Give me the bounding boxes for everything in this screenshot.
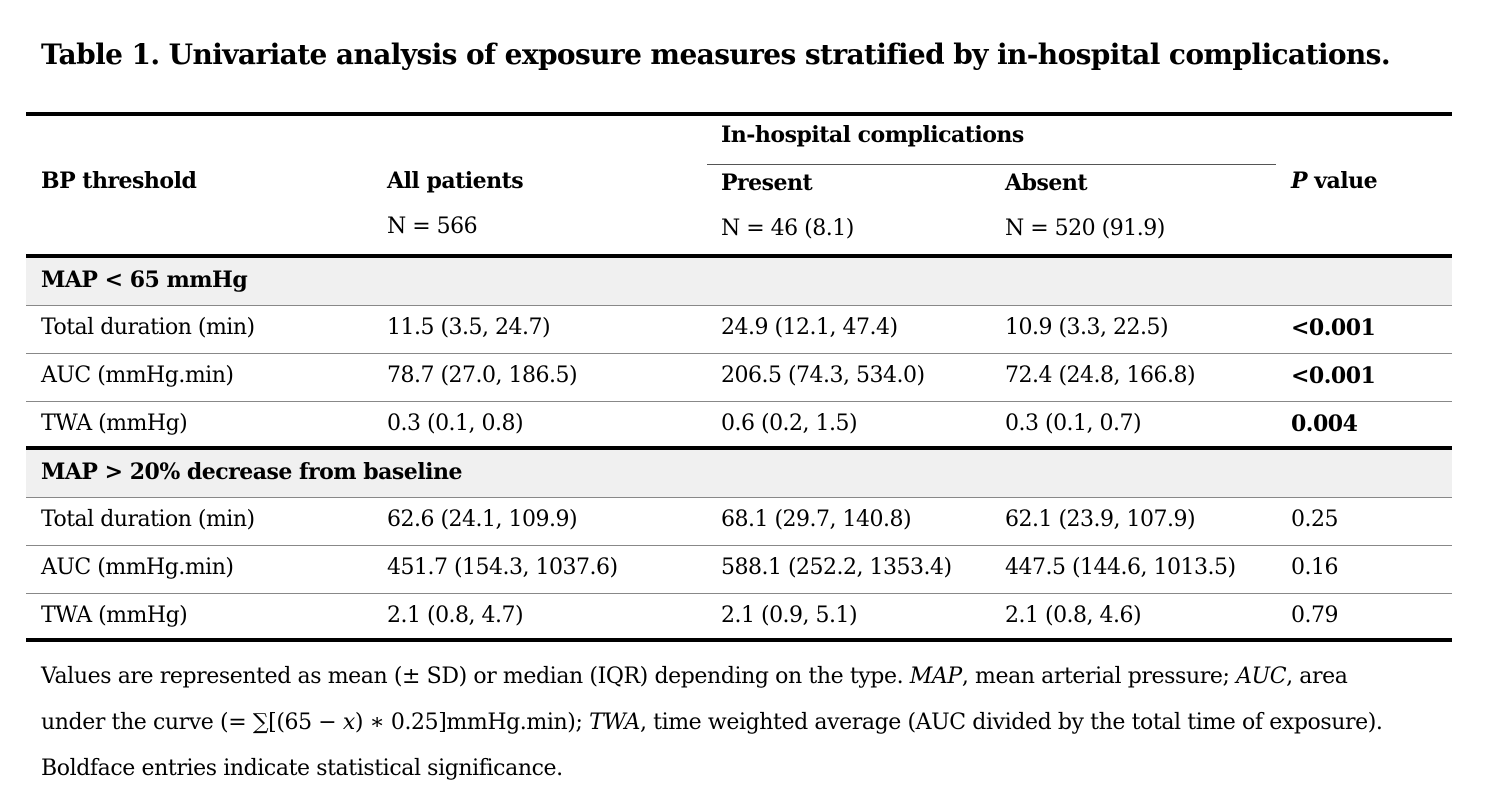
cell-present: 24.9 (12.1, 47.4) bbox=[721, 315, 898, 340]
header-present-n: N = 46 (8.1) bbox=[721, 216, 854, 241]
cell-present: 588.1 (252.2, 1353.4) bbox=[721, 555, 952, 580]
table-row: AUC (mmHg.min) 78.7 (27.0, 186.5) 206.5 … bbox=[26, 354, 1452, 402]
cell-present: 0.6 (0.2, 1.5) bbox=[721, 411, 858, 436]
cell-absent: 2.1 (0.8, 4.6) bbox=[1005, 603, 1142, 628]
header-absent: Absent bbox=[1005, 170, 1088, 196]
table-row: TWA (mmHg) 0.3 (0.1, 0.8) 0.6 (0.2, 1.5)… bbox=[26, 402, 1452, 450]
cell-all: 451.7 (154.3, 1037.6) bbox=[387, 555, 618, 580]
cell-absent: 62.1 (23.9, 107.9) bbox=[1005, 507, 1196, 532]
group-span-rule bbox=[707, 164, 1276, 165]
cell-p-value: 0.25 bbox=[1291, 507, 1338, 532]
table-header: BP threshold All patients N = 566 In-hos… bbox=[26, 112, 1452, 258]
cell-all: 11.5 (3.5, 24.7) bbox=[387, 315, 551, 340]
cell-measure: TWA (mmHg) bbox=[41, 411, 188, 436]
section-title: MAP < 65 mmHg bbox=[41, 267, 248, 293]
cell-all: 0.3 (0.1, 0.8) bbox=[387, 411, 524, 436]
footnote-text: , time weighted average (AUC divided by … bbox=[639, 710, 1383, 735]
cell-absent: 0.3 (0.1, 0.7) bbox=[1005, 411, 1142, 436]
header-p-value: P value bbox=[1291, 168, 1378, 194]
header-present: Present bbox=[721, 170, 813, 196]
footnote-abbr-auc: AUC bbox=[1236, 664, 1287, 689]
table-row: Total duration (min) 11.5 (3.5, 24.7) 24… bbox=[26, 306, 1452, 354]
cell-present: 2.1 (0.9, 5.1) bbox=[721, 603, 858, 628]
cell-measure: Total duration (min) bbox=[41, 507, 255, 532]
footnote-text: , mean arterial pressure; bbox=[961, 664, 1237, 689]
cell-measure: Total duration (min) bbox=[41, 315, 255, 340]
section-title: MAP > 20% decrease from baseline bbox=[41, 459, 462, 485]
cell-p-value: 0.004 bbox=[1291, 411, 1358, 437]
header-all-patients: All patients bbox=[387, 168, 524, 194]
cell-absent: 72.4 (24.8, 166.8) bbox=[1005, 363, 1196, 388]
table-row: TWA (mmHg) 2.1 (0.8, 4.7) 2.1 (0.9, 5.1)… bbox=[26, 594, 1452, 642]
cell-measure: AUC (mmHg.min) bbox=[41, 363, 234, 388]
header-absent-n: N = 520 (91.9) bbox=[1005, 216, 1165, 241]
footnote-line: Values are represented as mean (± SD) or… bbox=[41, 654, 1461, 700]
footnote-text: under the curve (= ∑[(65 − 𝑥) ∗ 0.25]mmH… bbox=[41, 710, 590, 735]
cell-present: 68.1 (29.7, 140.8) bbox=[721, 507, 912, 532]
header-p-rest: value bbox=[1307, 168, 1378, 194]
section-row: MAP < 65 mmHg bbox=[26, 258, 1452, 306]
results-table: BP threshold All patients N = 566 In-hos… bbox=[26, 112, 1452, 642]
cell-measure: TWA (mmHg) bbox=[41, 603, 188, 628]
footnote-text: , area bbox=[1286, 664, 1348, 689]
header-complications-group: In-hospital complications bbox=[721, 122, 1024, 148]
cell-absent: 447.5 (144.6, 1013.5) bbox=[1005, 555, 1236, 580]
table-caption: Table 1. Univariate analysis of exposure… bbox=[41, 38, 1391, 71]
header-all-patients-n: N = 566 bbox=[387, 214, 478, 239]
cell-absent: 10.9 (3.3, 22.5) bbox=[1005, 315, 1169, 340]
cell-p-value: 0.79 bbox=[1291, 603, 1338, 628]
table-footnote: Values are represented as mean (± SD) or… bbox=[41, 654, 1461, 792]
cell-p-value: <0.001 bbox=[1291, 363, 1376, 389]
table-row: Total duration (min) 62.6 (24.1, 109.9) … bbox=[26, 498, 1452, 546]
cell-all: 78.7 (27.0, 186.5) bbox=[387, 363, 578, 388]
header-p-italic: P bbox=[1291, 168, 1308, 194]
cell-present: 206.5 (74.3, 534.0) bbox=[721, 363, 925, 388]
header-bp-threshold: BP threshold bbox=[41, 168, 197, 194]
cell-all: 62.6 (24.1, 109.9) bbox=[387, 507, 578, 532]
table-row: AUC (mmHg.min) 451.7 (154.3, 1037.6) 588… bbox=[26, 546, 1452, 594]
footnote-line: under the curve (= ∑[(65 − 𝑥) ∗ 0.25]mmH… bbox=[41, 700, 1461, 746]
footnote-line: Boldface entries indicate statistical si… bbox=[41, 756, 563, 781]
cell-all: 2.1 (0.8, 4.7) bbox=[387, 603, 524, 628]
cell-measure: AUC (mmHg.min) bbox=[41, 555, 234, 580]
cell-p-value: 0.16 bbox=[1291, 555, 1338, 580]
footnote-text: Values are represented as mean (± SD) or… bbox=[41, 664, 910, 689]
cell-p-value: <0.001 bbox=[1291, 315, 1376, 341]
section-row: MAP > 20% decrease from baseline bbox=[26, 450, 1452, 498]
footnote-abbr-twa: TWA bbox=[589, 710, 640, 735]
footnote-abbr-map: MAP bbox=[909, 664, 962, 689]
